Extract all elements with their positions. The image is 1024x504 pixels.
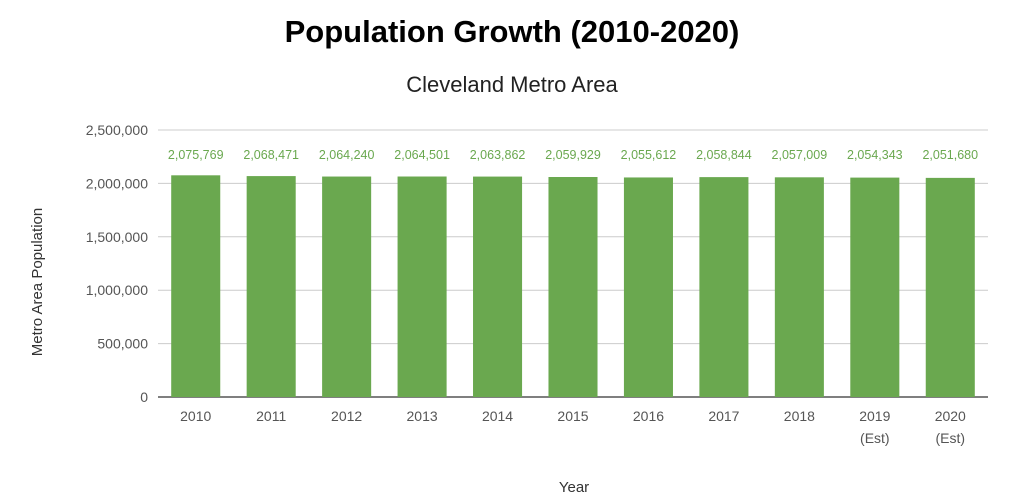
data-label: 2,068,471 xyxy=(243,148,299,162)
bar xyxy=(171,175,221,397)
bar xyxy=(397,176,447,397)
x-tick-label: 2017 xyxy=(708,408,739,424)
data-label: 2,055,612 xyxy=(621,148,677,162)
x-tick-label: 2012 xyxy=(331,408,362,424)
x-axis-ticks: 2010 2011 2012 2013 2014 2015 2016 2017 2018 2019… xyxy=(180,408,966,446)
y-tick-label: 1,500,000 xyxy=(86,229,148,245)
data-label: 2,051,680 xyxy=(922,148,978,162)
data-label: 2,054,343 xyxy=(847,148,903,162)
x-tick-label: 2010 xyxy=(180,408,211,424)
bar xyxy=(925,177,975,397)
x-tick-label: 2011 xyxy=(256,408,286,424)
data-label: 2,057,009 xyxy=(772,148,828,162)
x-tick-label: 2013 xyxy=(407,408,438,424)
bar xyxy=(623,177,673,397)
x-tick-label: 2019 (Est) xyxy=(859,408,890,446)
y-tick-label: 0 xyxy=(140,389,148,405)
bars xyxy=(171,175,975,397)
bar xyxy=(850,177,900,397)
bar xyxy=(246,176,296,397)
chart-subtitle: Cleveland Metro Area xyxy=(406,72,618,97)
y-axis-ticks: 0 500,000 1,000,000 1,500,000 2,000,000 2,500… xyxy=(86,122,149,405)
bar xyxy=(699,177,749,397)
y-axis-label: Metro Area Population xyxy=(29,208,46,356)
bar xyxy=(322,176,372,397)
x-axis-label: Year xyxy=(559,479,589,496)
x-tick-label: 2018 xyxy=(784,408,815,424)
data-label: 2,075,769 xyxy=(168,148,224,162)
y-tick-label: 1,000,000 xyxy=(86,282,148,298)
y-tick-label: 500,000 xyxy=(97,336,148,352)
x-tick-label: 2020 (Est) xyxy=(935,408,966,446)
bar xyxy=(774,177,824,397)
bar xyxy=(473,176,523,397)
x-tick-label: 2016 xyxy=(633,408,664,424)
data-label: 2,059,929 xyxy=(545,148,601,162)
bar xyxy=(548,176,598,397)
data-label: 2,064,501 xyxy=(394,148,450,162)
data-label: 2,058,844 xyxy=(696,148,752,162)
y-tick-label: 2,500,000 xyxy=(86,122,148,138)
x-tick-label: 2014 xyxy=(482,408,513,424)
data-label: 2,063,862 xyxy=(470,148,526,162)
data-label: 2,064,240 xyxy=(319,148,375,162)
y-tick-label: 2,000,000 xyxy=(86,175,148,191)
chart-title: Population Growth (2010-2020) xyxy=(284,14,740,49)
data-labels: 2,075,769 2,068,471 2,064,240 2,064,501 2,06… xyxy=(168,148,978,162)
x-tick-label: 2015 xyxy=(557,408,588,424)
